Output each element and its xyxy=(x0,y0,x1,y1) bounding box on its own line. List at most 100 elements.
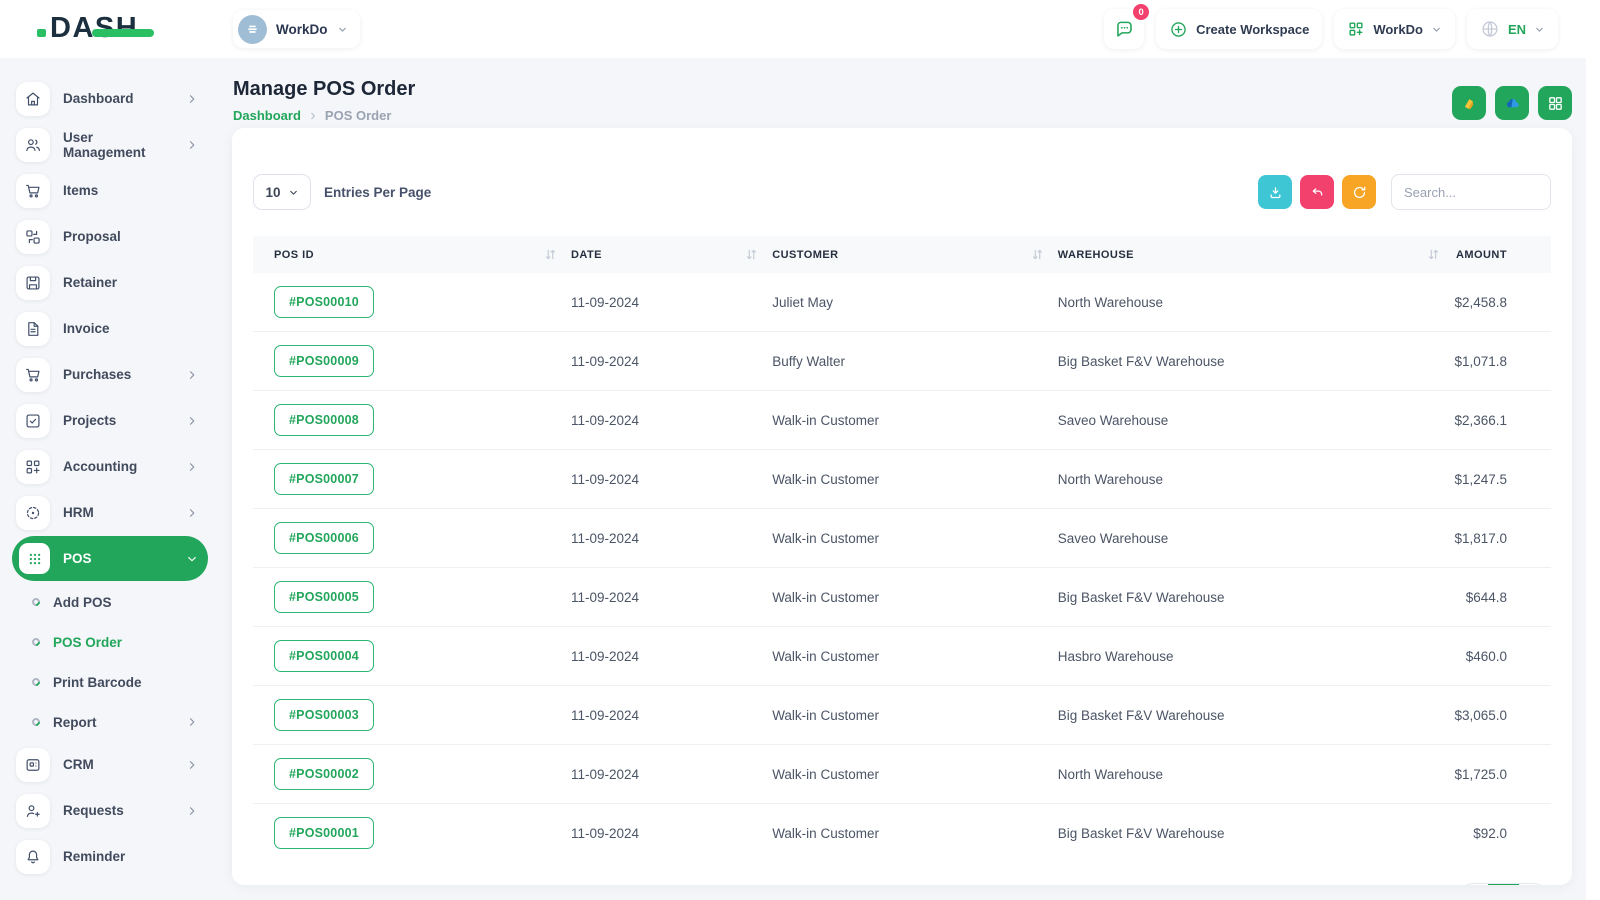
grid-plus-icon xyxy=(1347,20,1365,38)
amount-cell: $3,065.0 xyxy=(1453,685,1551,745)
sidebar-item-pos[interactable]: POS xyxy=(12,536,208,581)
sidebar-item-invoice[interactable]: Invoice xyxy=(12,306,208,351)
users-icon xyxy=(16,127,50,162)
sidebar-item-label: POS xyxy=(63,551,92,566)
warehouse-cell: Saveo Warehouse xyxy=(1057,508,1454,568)
sidebar-subitem-print-barcode[interactable]: Print Barcode xyxy=(0,662,220,702)
pos-id-link[interactable]: #POS00008 xyxy=(274,404,374,436)
plus-circle-icon xyxy=(1169,20,1188,39)
date-cell: 11-09-2024 xyxy=(571,331,773,391)
proposal-icon xyxy=(16,219,50,254)
sidebar-item-label: Projects xyxy=(63,413,117,428)
app-logo[interactable]: DASH xyxy=(36,12,155,45)
create-workspace-button[interactable]: Create Workspace xyxy=(1156,9,1323,49)
amount-cell: $1,817.0 xyxy=(1453,508,1551,568)
chevron-right-icon xyxy=(308,111,318,121)
pos-id-link[interactable]: #POS00010 xyxy=(274,286,374,318)
circle-bullet-icon xyxy=(30,676,42,688)
search-input[interactable] xyxy=(1391,174,1551,210)
table-row: #POS00001 11-09-2024 Walk-in Customer Big B… xyxy=(253,803,1551,862)
entries-value: 10 xyxy=(265,184,281,200)
sidebar-item-reminder[interactable]: Reminder xyxy=(12,834,208,879)
customer-cell: Walk-in Customer xyxy=(772,744,1058,804)
pagination-prev-button[interactable] xyxy=(1457,884,1488,885)
pos-id-link[interactable]: #POS00004 xyxy=(274,640,374,672)
pos-id-link[interactable]: #POS00006 xyxy=(274,522,374,554)
refresh-button[interactable] xyxy=(1342,175,1376,209)
sidebar-item-retainer[interactable]: Retainer xyxy=(12,260,208,305)
pagination-page-1[interactable]: 1 xyxy=(1488,884,1519,885)
export-drive-button[interactable] xyxy=(1452,86,1486,120)
pagination: 1 xyxy=(1456,883,1551,885)
sidebar-item-label: Reminder xyxy=(63,849,126,864)
table-row: #POS00004 11-09-2024 Walk-in Customer Hasbr… xyxy=(253,626,1551,686)
sort-icon[interactable] xyxy=(1427,248,1440,261)
sidebar-item-projects[interactable]: Projects xyxy=(12,398,208,443)
table-footer: Showing 1 to 10 of 10 entries 1 xyxy=(253,883,1551,885)
pos-id-link[interactable]: #POS00009 xyxy=(274,345,374,377)
sidebar-item-requests[interactable]: Requests xyxy=(12,788,208,833)
sidebar-item-user-management[interactable]: User Management xyxy=(12,122,208,167)
table-row: #POS00005 11-09-2024 Walk-in Customer Big B… xyxy=(253,567,1551,627)
column-header-customer[interactable]: CUSTOMER xyxy=(772,236,1058,273)
warehouse-cell: Big Basket F&V Warehouse xyxy=(1057,567,1454,627)
scrollbar-track[interactable] xyxy=(1586,0,1600,900)
pos-id-link[interactable]: #POS00005 xyxy=(274,581,374,613)
column-header-date[interactable]: DATE xyxy=(571,236,773,273)
download-button[interactable] xyxy=(1258,175,1292,209)
export-cloud-button[interactable] xyxy=(1495,86,1529,120)
sidebar-subitem-report[interactable]: Report xyxy=(0,702,220,742)
pos-id-link[interactable]: #POS00007 xyxy=(274,463,374,495)
date-cell: 11-09-2024 xyxy=(571,449,773,509)
sort-icon[interactable] xyxy=(544,248,557,261)
amount-cell: $460.0 xyxy=(1453,626,1551,686)
sidebar-subitem-add-pos[interactable]: Add POS xyxy=(0,582,220,622)
language-selector[interactable]: EN xyxy=(1466,9,1558,49)
pos-id-cell: #POS00009 xyxy=(253,331,571,391)
table-row: #POS00010 11-09-2024 Juliet May North Wareh… xyxy=(253,273,1551,332)
chevron-right-icon xyxy=(186,759,198,771)
requests-icon xyxy=(16,793,50,828)
messages-count-badge: 0 xyxy=(1133,4,1150,20)
chevron-right-icon xyxy=(186,461,198,473)
workspace-menu-label: WorkDo xyxy=(1373,21,1423,37)
breadcrumb-dashboard-link[interactable]: Dashboard xyxy=(233,108,301,123)
amount-cell: $2,458.8 xyxy=(1454,294,1507,310)
workspace-chip[interactable]: WorkDo xyxy=(233,10,360,48)
workspace-avatar xyxy=(238,14,267,44)
sort-icon[interactable] xyxy=(1031,248,1044,261)
sort-icon[interactable] xyxy=(745,248,758,261)
sidebar-subitem-label: Add POS xyxy=(53,594,112,610)
entries-per-page-select[interactable]: 10 xyxy=(253,174,311,210)
sidebar-item-items[interactable]: Items xyxy=(12,168,208,213)
sidebar-item-purchases[interactable]: Purchases xyxy=(12,352,208,397)
pagination-next-button[interactable] xyxy=(1519,884,1550,885)
sidebar-item-label: Dashboard xyxy=(63,91,134,106)
workspace-menu-button[interactable]: WorkDo xyxy=(1334,9,1455,49)
sidebar-item-hrm[interactable]: HRM xyxy=(12,490,208,535)
chevron-down-icon xyxy=(186,553,198,565)
messages-button[interactable]: 0 xyxy=(1104,4,1150,49)
column-header-pos-id[interactable]: POS ID xyxy=(253,236,571,273)
refresh-icon xyxy=(1351,184,1368,201)
pos-id-link[interactable]: #POS00003 xyxy=(274,699,374,731)
amount-cell: $92.0 xyxy=(1453,803,1551,862)
grid-view-button[interactable] xyxy=(1538,86,1572,120)
pos-id-link[interactable]: #POS00001 xyxy=(274,817,374,849)
pos-id-link[interactable]: #POS00002 xyxy=(274,758,374,790)
sidebar-item-proposal[interactable]: Proposal xyxy=(12,214,208,259)
retainer-icon xyxy=(16,265,50,300)
reset-button[interactable] xyxy=(1300,175,1334,209)
chevron-right-icon xyxy=(186,507,198,519)
column-header-warehouse[interactable]: WAREHOUSE xyxy=(1057,236,1454,273)
sidebar-item-label: Items xyxy=(63,183,99,198)
sidebar-item-crm[interactable]: CRM xyxy=(12,742,208,787)
cart-icon xyxy=(16,173,50,208)
sidebar-item-dashboard[interactable]: Dashboard xyxy=(12,76,208,121)
sidebar-subitem-pos-order[interactable]: POS Order xyxy=(0,622,220,662)
table-row: #POS00009 11-09-2024 Buffy Walter Big Baske… xyxy=(253,331,1551,391)
date-cell: 11-09-2024 xyxy=(571,626,773,686)
chevron-right-icon xyxy=(186,369,198,381)
date-cell: 11-09-2024 xyxy=(571,567,773,627)
sidebar-item-accounting[interactable]: Accounting xyxy=(12,444,208,489)
